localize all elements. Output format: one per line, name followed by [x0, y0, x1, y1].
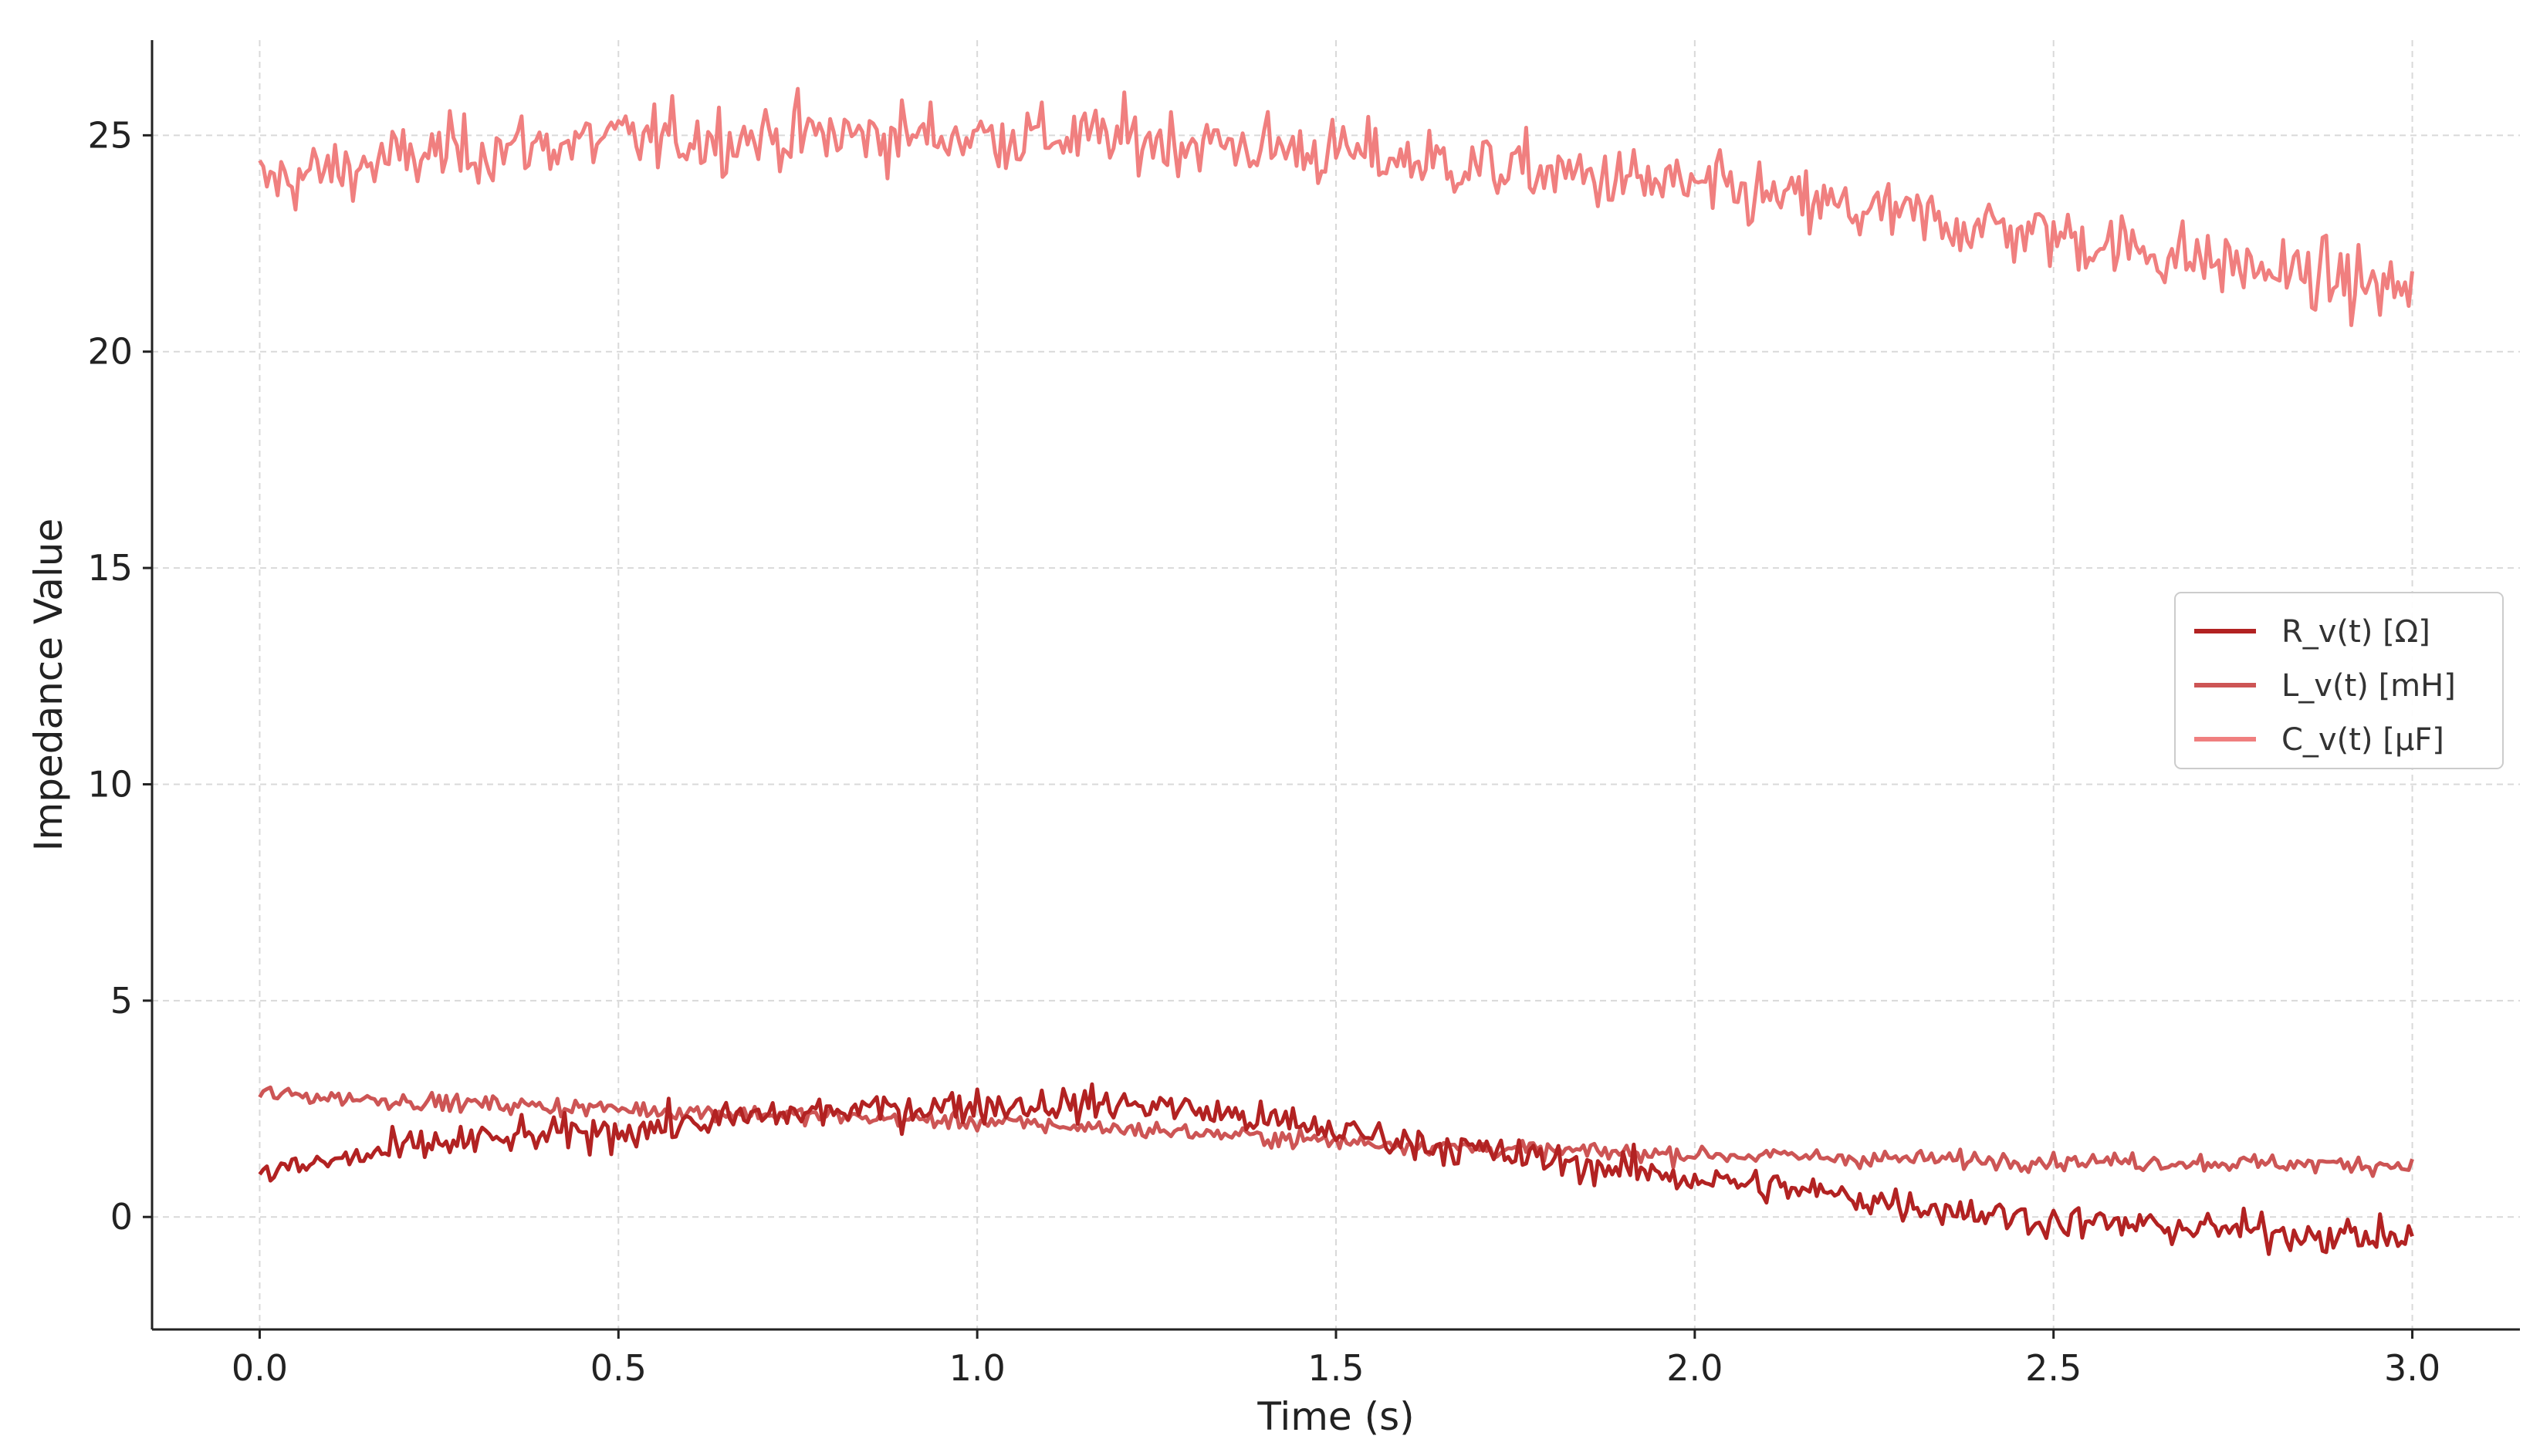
series-group	[258, 86, 2414, 1256]
y-ticks: 0 5 10 15 20 25	[87, 114, 152, 1238]
y-tick-label: 10	[87, 763, 133, 805]
x-tick-label: 2.0	[1666, 1347, 1723, 1389]
legend-box	[2174, 592, 2504, 769]
x-tick-label: 1.0	[949, 1347, 1006, 1389]
x-tick-label: 3.0	[2384, 1347, 2440, 1389]
y-tick-label: 5	[110, 980, 133, 1022]
y-tick-label: 0	[110, 1196, 133, 1238]
legend-label: L_v(t) [mH]	[2281, 668, 2456, 704]
x-tick-label: 1.5	[1307, 1347, 1364, 1389]
legend-items: R_v(t) [Ω] L_v(t) [mH] C_v(t) [μF]	[2194, 614, 2456, 758]
x-ticks: 0.0 0.5 1.0 1.5 2.0 2.5 3.0	[232, 1329, 2440, 1389]
x-tick-label: 0.0	[232, 1347, 288, 1389]
y-axis-title: Impedance Value	[26, 519, 71, 851]
series-line-2	[258, 86, 2414, 327]
y-tick-label: 15	[87, 547, 133, 589]
legend-label: C_v(t) [μF]	[2281, 722, 2444, 758]
y-tick-label: 20	[87, 331, 133, 373]
x-tick-label: 0.5	[590, 1347, 647, 1389]
grid	[152, 40, 2520, 1329]
legend: R_v(t) [Ω] L_v(t) [mH] C_v(t) [μF]	[2174, 592, 2504, 769]
series-line-0	[258, 1082, 2414, 1256]
legend-label: R_v(t) [Ω]	[2281, 614, 2430, 650]
x-axis-title: Time (s)	[1256, 1394, 1414, 1439]
y-tick-label: 25	[87, 114, 133, 156]
x-tick-label: 2.5	[2025, 1347, 2082, 1389]
